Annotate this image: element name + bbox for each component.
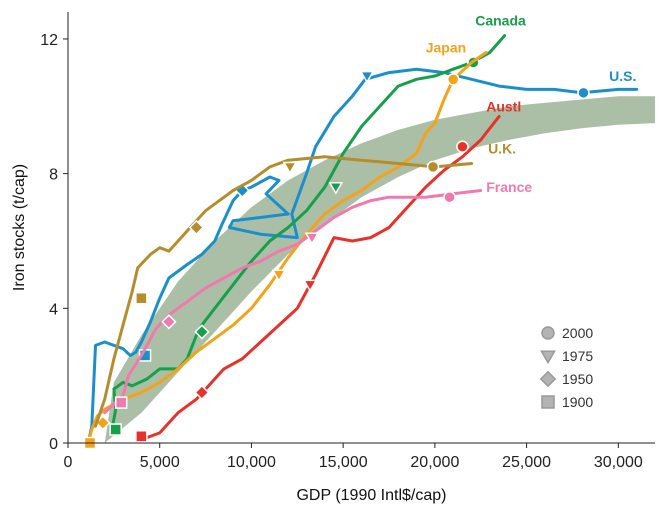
x-tick-label: 15,000	[319, 454, 368, 471]
series-label: U.S.	[609, 68, 636, 84]
legend-item-1975: 1975	[540, 348, 593, 365]
series-austl	[135, 114, 501, 443]
marker-1950	[194, 384, 210, 401]
marker-1950	[188, 219, 205, 236]
series-line	[139, 114, 501, 442]
legend-label: 1900	[562, 394, 593, 410]
marker-1975	[282, 161, 298, 175]
legend-circle-icon	[541, 326, 555, 340]
axes: 0 5,000 10,000 15,000 20,000 25,000 30,000 0 4 8 1…	[11, 12, 655, 504]
marker-1975	[328, 181, 344, 195]
series-label: France	[486, 179, 532, 195]
y-tick-label: 0	[49, 436, 58, 453]
x-tick-label: 5,000	[140, 454, 180, 471]
x-tick-label: 20,000	[410, 454, 459, 471]
series-line	[86, 50, 488, 445]
marker-2000	[577, 86, 590, 100]
series-line	[103, 189, 483, 415]
marker-1900	[109, 423, 122, 436]
series-label: U.K.	[488, 140, 516, 156]
legend-label: 2000	[562, 325, 593, 341]
y-tick-label: 12	[40, 32, 58, 49]
marker-1950	[161, 314, 177, 330]
marker-1900	[114, 396, 128, 409]
legend-label: 1950	[562, 371, 593, 387]
legend: 2000 1975 1950 1900	[539, 325, 593, 410]
trend-band	[104, 96, 655, 443]
x-tick-label: 0	[64, 454, 73, 471]
series-label: Canada	[475, 12, 526, 28]
y-axis-title: Iron stocks (t/cap)	[11, 164, 28, 291]
marker-1900	[135, 291, 148, 305]
marker-1975	[304, 232, 320, 246]
marker-1950	[194, 324, 210, 340]
legend-item-1950: 1950	[539, 370, 593, 388]
series-label: Austl	[486, 98, 521, 114]
marker-1975	[302, 279, 318, 293]
legend-triangle-down-icon	[540, 350, 556, 365]
legend-square-icon	[541, 395, 555, 409]
marker-1975	[271, 269, 287, 283]
marker-2000	[446, 73, 460, 86]
series-canada	[109, 34, 507, 436]
legend-item-1900: 1900	[541, 394, 593, 410]
series-france	[103, 189, 483, 415]
y-tick-label: 4	[49, 301, 58, 318]
x-tick-label: 10,000	[227, 454, 276, 471]
marker-2000	[456, 140, 469, 153]
series-label: Japan	[426, 39, 466, 55]
legend-item-2000: 2000	[541, 325, 593, 341]
marker-1900	[135, 430, 148, 443]
x-tick-label: 25,000	[502, 454, 551, 471]
x-tick-label: 30,000	[594, 454, 643, 471]
x-axis-title: GDP (1990 Intl$/cap)	[296, 487, 446, 504]
legend-label: 1975	[562, 348, 593, 364]
y-tick-label: 8	[49, 167, 58, 184]
series-line	[110, 34, 507, 431]
marker-2000	[443, 190, 456, 204]
legend-diamond-icon	[539, 370, 557, 388]
marker-2000	[426, 160, 440, 174]
series-uk	[94, 155, 474, 428]
marker-1975	[359, 70, 375, 84]
